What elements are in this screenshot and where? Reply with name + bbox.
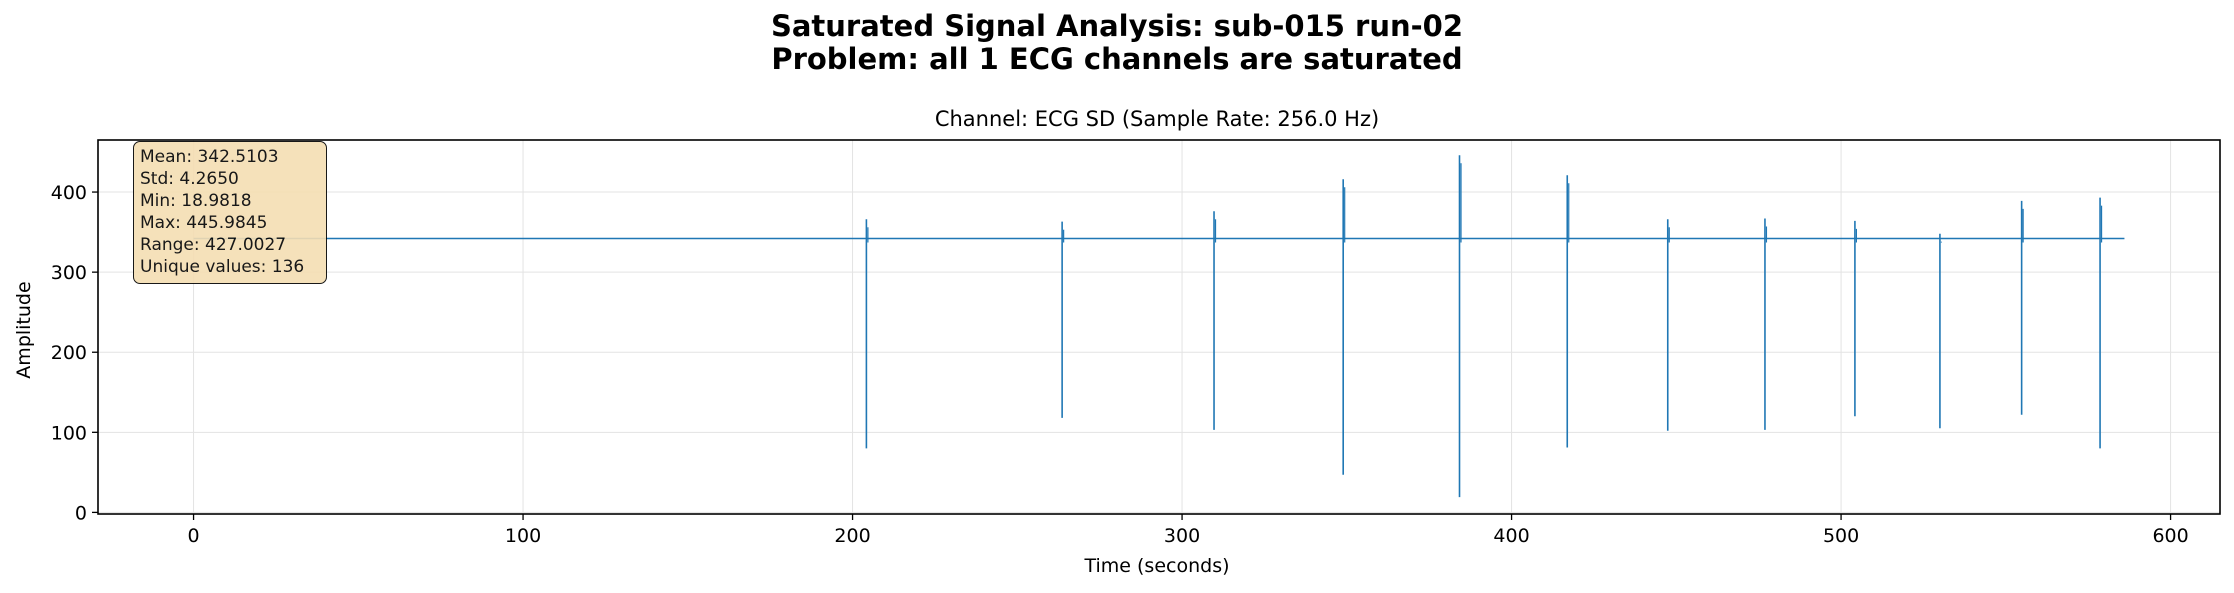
x-tick-label: 600 xyxy=(2152,525,2188,547)
figure-title: Saturated Signal Analysis: sub-015 run-0… xyxy=(0,10,2234,76)
x-tick-label: 0 xyxy=(188,525,200,547)
signal-trace xyxy=(193,155,2125,498)
y-tick-label: 100 xyxy=(51,422,87,444)
y-tick-label: 300 xyxy=(51,262,87,284)
stat-min: Min: 18.9818 xyxy=(140,191,252,211)
stats-box: Mean: 342.5103 Std: 4.2650 Min: 18.9818 … xyxy=(133,141,327,284)
y-tick-label: 0 xyxy=(75,502,87,524)
x-tick-label: 400 xyxy=(1493,525,1529,547)
plot-title: Channel: ECG SD (Sample Rate: 256.0 Hz) xyxy=(935,107,1379,131)
figure-title-line1: Saturated Signal Analysis: sub-015 run-0… xyxy=(770,9,1464,43)
stat-unique-values: Unique values: 136 xyxy=(140,257,305,277)
stat-std: Std: 4.2650 xyxy=(140,169,239,189)
stat-mean: Mean: 342.5103 xyxy=(140,147,279,167)
y-axis: 0 100 200 300 400 xyxy=(51,182,98,524)
y-tick-label: 400 xyxy=(51,182,87,204)
plot-frame xyxy=(97,139,2221,515)
grid xyxy=(98,140,2220,514)
x-axis-label: Time (seconds) xyxy=(1083,555,1229,577)
x-axis: 0 100 200 300 400 500 600 xyxy=(188,514,2189,547)
x-tick-label: 100 xyxy=(505,525,541,547)
y-tick-label: 200 xyxy=(51,342,87,364)
y-axis-label: Amplitude xyxy=(13,281,35,378)
stat-max: Max: 445.9845 xyxy=(140,213,268,233)
figure-title-line2: Problem: all 1 ECG channels are saturate… xyxy=(771,42,1463,76)
stat-range: Range: 427.0027 xyxy=(140,235,287,255)
x-tick-label: 200 xyxy=(834,525,870,547)
x-tick-label: 300 xyxy=(1164,525,1200,547)
x-tick-label: 500 xyxy=(1823,525,1859,547)
